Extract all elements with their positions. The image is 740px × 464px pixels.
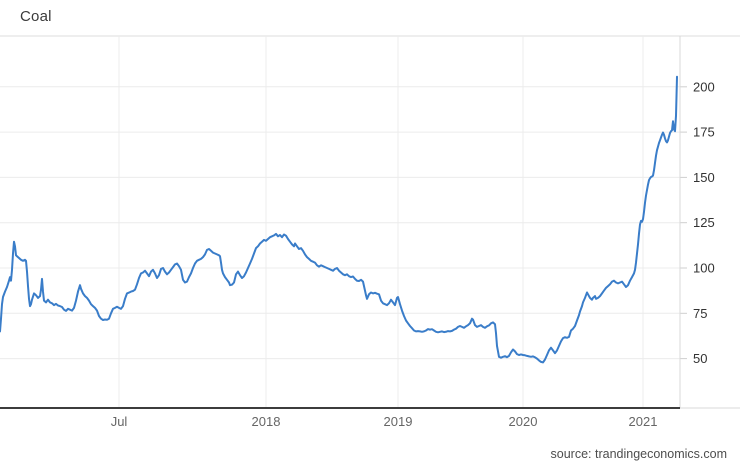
- x-axis-label: Jul: [111, 414, 128, 429]
- y-axis-label: 125: [693, 215, 715, 230]
- chart-title: Coal: [20, 8, 52, 25]
- y-axis-label: 50: [693, 351, 707, 366]
- x-axis-label: 2018: [252, 414, 281, 429]
- y-axis-label: 150: [693, 170, 715, 185]
- y-axis-label: 175: [693, 125, 715, 140]
- y-axis-label: 200: [693, 79, 715, 94]
- y-axis-label: 75: [693, 306, 707, 321]
- x-axis-label: 2021: [629, 414, 658, 429]
- x-axis-label: 2019: [384, 414, 413, 429]
- x-axis-label: 2020: [509, 414, 538, 429]
- y-axis-label: 100: [693, 261, 715, 276]
- price-line-series: [0, 75, 678, 364]
- source-attribution: source: trandingeconomics.com: [550, 447, 727, 461]
